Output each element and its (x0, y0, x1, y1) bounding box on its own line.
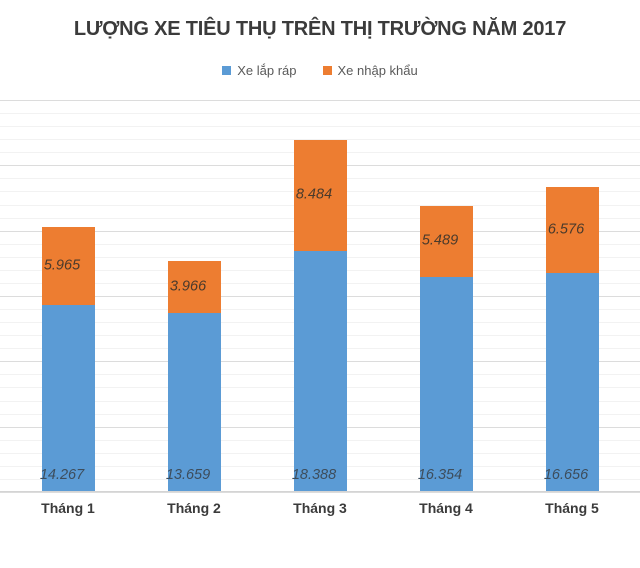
legend-label-assembled: Xe lắp ráp (237, 63, 297, 78)
bar-label-assembled: 14.267 (39, 467, 85, 483)
x-axis-label-4: Tháng 4 (419, 500, 473, 516)
plot-area: 14.267 5.965 13.659 3.966 18.388 8.484 16.354 5… (0, 100, 640, 493)
bar-segment-imported[interactable]: 3.966 (168, 260, 221, 313)
bar-label-imported: 6.576 (547, 222, 585, 239)
chart-legend: Xe lắp ráp Xe nhập khẩu (0, 63, 640, 78)
bar-group[interactable]: 14.267 5.965 (40, 226, 95, 491)
bar-group[interactable]: 18.388 8.484 (292, 139, 347, 491)
bar-label-imported: 5.489 (421, 233, 459, 250)
bar-segment-imported[interactable]: 8.484 (294, 139, 347, 251)
bar-segment-imported[interactable]: 5.489 (420, 205, 473, 278)
x-axis-tick-labels: Tháng 1 Tháng 2 Tháng 3 Tháng 4 Tháng 5 (0, 500, 640, 530)
bar-label-assembled: 16.656 (543, 467, 589, 483)
gridline-major (0, 100, 640, 101)
bar-segment-assembled[interactable]: 16.354 (418, 277, 473, 491)
gridline-minor (0, 113, 640, 114)
bar-segment-assembled[interactable]: 14.267 (40, 304, 95, 491)
bar-segment-assembled[interactable]: 13.659 (166, 312, 221, 491)
x-axis-label-5: Tháng 5 (545, 500, 599, 516)
bar-series-container: 14.267 5.965 13.659 3.966 18.388 8.484 16.354 5… (0, 100, 640, 492)
gridline-major (0, 492, 640, 493)
bar-group[interactable]: 16.354 5.489 (418, 205, 473, 491)
bar-label-imported: 8.484 (295, 186, 333, 203)
bar-segment-imported[interactable]: 6.576 (546, 187, 599, 274)
legend-item-imported[interactable]: Xe nhập khẩu (322, 63, 418, 78)
x-axis-label-2: Tháng 2 (167, 500, 221, 516)
axis-baseline (0, 491, 640, 492)
x-axis-label-3: Tháng 3 (293, 500, 347, 516)
legend-swatch-blue-icon (222, 66, 232, 75)
chart-title: LƯỢNG XE TIÊU THỤ TRÊN THỊ TRƯỜNG NĂM 20… (73, 18, 567, 40)
bar-label-assembled: 13.659 (165, 467, 211, 483)
bar-segment-imported[interactable]: 5.965 (42, 226, 95, 305)
gridline-minor (0, 126, 640, 127)
gridline-minor (0, 139, 640, 140)
bar-label-assembled: 18.388 (291, 467, 337, 483)
bar-group[interactable]: 13.659 3.966 (166, 260, 221, 491)
legend-item-assembled[interactable]: Xe lắp ráp (222, 63, 297, 78)
legend-swatch-orange-icon (322, 66, 332, 75)
bar-segment-assembled[interactable]: 16.656 (544, 273, 599, 491)
bar-label-imported: 5.965 (43, 257, 81, 274)
legend-label-imported: Xe nhập khẩu (337, 63, 418, 78)
bar-label-assembled: 16.354 (417, 467, 463, 483)
x-axis-label-1: Tháng 1 (41, 500, 95, 516)
bar-group[interactable]: 16.656 6.576 (544, 187, 599, 491)
bar-label-imported: 3.966 (169, 278, 207, 295)
bar-segment-assembled[interactable]: 18.388 (292, 250, 347, 491)
